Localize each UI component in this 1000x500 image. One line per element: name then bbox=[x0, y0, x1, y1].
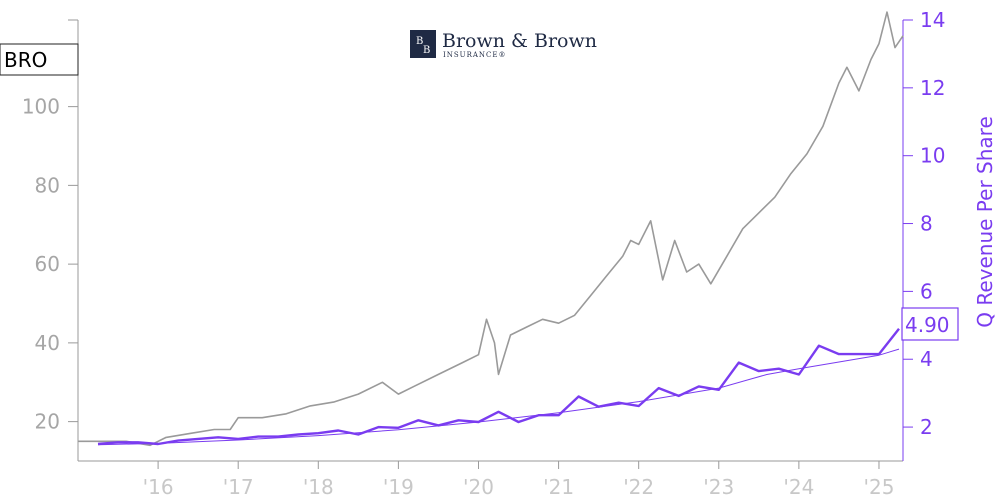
revenue-per-share-line bbox=[97, 327, 900, 446]
x-tick-label: '16 bbox=[143, 475, 174, 499]
right-tick-label: 8 bbox=[920, 212, 933, 236]
left-tick-label: 40 bbox=[35, 331, 60, 355]
left-tick-label: 60 bbox=[35, 252, 60, 276]
revenue-trend-line bbox=[97, 348, 900, 446]
x-tick-label: '18 bbox=[303, 475, 334, 499]
right-tick-label: 12 bbox=[920, 76, 945, 100]
right-axis-ticks: 2 4 6 8 10 12 14 bbox=[903, 8, 945, 439]
left-tick-label: 100 bbox=[22, 95, 60, 119]
logo-monogram-a: B bbox=[416, 36, 423, 47]
logo-subtitle: INSURANCE® bbox=[443, 51, 507, 59]
logo-monogram-box bbox=[410, 30, 436, 58]
right-tick-label: 2 bbox=[920, 415, 933, 439]
logo-name: Brown & Brown bbox=[442, 30, 597, 52]
last-value-box: 4.90 bbox=[901, 307, 959, 341]
price-line bbox=[78, 11, 904, 447]
x-tick-label: '22 bbox=[623, 475, 654, 499]
x-tick-label: '17 bbox=[223, 475, 254, 499]
left-axis-ticks: 20 40 60 80 100 bbox=[22, 95, 78, 434]
x-tick-label: '23 bbox=[703, 475, 734, 499]
right-tick-label: 10 bbox=[920, 144, 945, 168]
x-tick-label: '21 bbox=[543, 475, 574, 499]
logo-monogram-b: B bbox=[423, 45, 430, 56]
x-tick-label: '19 bbox=[383, 475, 414, 499]
right-axis-label: Q Revenue Per Share bbox=[973, 116, 997, 328]
right-tick-label: 6 bbox=[920, 279, 933, 303]
company-logo: B B Brown & Brown INSURANCE® bbox=[410, 30, 597, 59]
x-axis-ticks: '16 '17 '18 '19 '20 '21 '22 '23 '24 '25 bbox=[143, 461, 894, 499]
ticker-label: BRO bbox=[4, 48, 47, 72]
ticker-box: BRO bbox=[0, 43, 79, 76]
right-tick-label: 14 bbox=[920, 8, 945, 32]
x-tick-label: '25 bbox=[863, 475, 894, 499]
left-tick-label: 80 bbox=[35, 173, 60, 197]
left-tick-label: 20 bbox=[35, 410, 60, 434]
ticker-box-frame bbox=[0, 43, 79, 76]
x-tick-label: '24 bbox=[783, 475, 814, 499]
last-value-frame bbox=[901, 307, 959, 341]
right-tick-label: 4 bbox=[920, 347, 933, 371]
x-tick-label: '20 bbox=[463, 475, 494, 499]
last-value-label: 4.90 bbox=[905, 313, 950, 337]
series-layer bbox=[78, 11, 904, 447]
